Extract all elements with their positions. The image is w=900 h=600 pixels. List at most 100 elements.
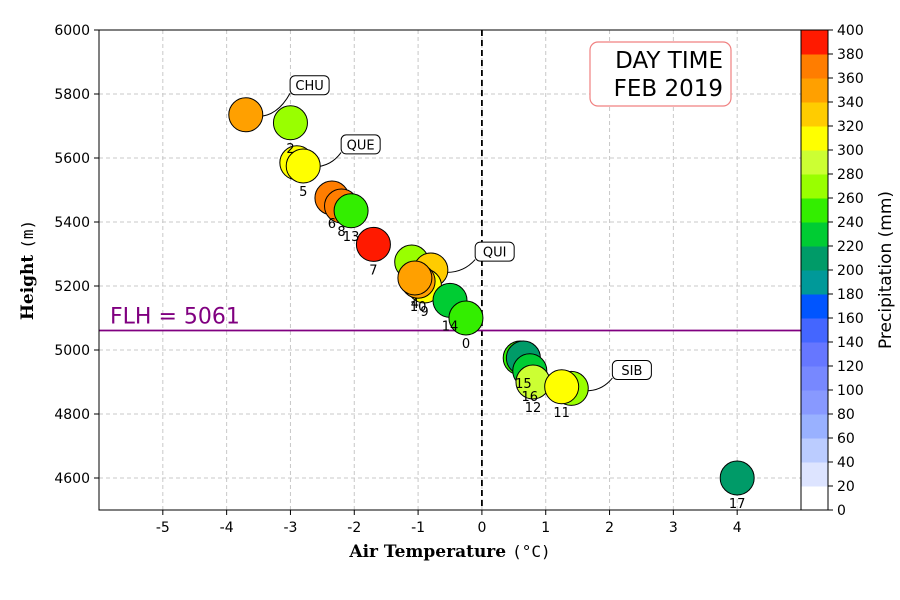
x-axis-ticks: -5 -4 -3 -2 -1 0 1 2 3 4	[156, 510, 742, 536]
x-axis-title-text: Air Temperature	[348, 542, 506, 562]
colorbar-segment	[801, 318, 828, 343]
y-tick-label: 5600	[54, 151, 90, 167]
data-point	[272, 105, 308, 141]
point-label: 17	[729, 497, 746, 512]
colorbar-tick-label: 80	[837, 407, 855, 423]
annotation-arrows	[245, 92, 613, 394]
colorbar-segment	[801, 150, 828, 175]
colorbar-tick-label: 60	[837, 431, 855, 447]
data-point	[719, 460, 755, 496]
y-tick-label: 4800	[54, 407, 90, 423]
x-tick-label: -2	[347, 520, 361, 536]
colorbar-tick-label: 340	[837, 95, 864, 111]
annotation-label: QUI	[483, 246, 507, 261]
x-axis-title: Air Temperature (°C)	[348, 542, 550, 562]
y-axis-unit: (m)	[18, 220, 37, 249]
chart-title-line-2: FEB 2019	[614, 76, 723, 102]
y-tick-label: 5400	[54, 215, 90, 231]
annotation-box	[289, 75, 330, 96]
x-tick-label: -5	[156, 520, 170, 536]
x-tick-label: 0	[477, 520, 486, 536]
colorbar-segment	[801, 462, 828, 487]
colorbar-segment	[801, 246, 828, 271]
colorbar-tick-label: 20	[837, 479, 855, 495]
colorbar-tick-label: 300	[837, 143, 864, 159]
annotation-label: QUE	[347, 138, 375, 153]
annotation-label: CHU	[295, 79, 323, 94]
colorbar-tick-label: 200	[837, 263, 864, 279]
point-label: 7	[369, 263, 377, 278]
colorbar-tick-label: 220	[837, 239, 864, 255]
colorbar-segment	[801, 198, 828, 223]
colorbar: 0 20 40 60 80 100 120 140 160 180 200 220 240 260 280 3…	[800, 23, 864, 519]
colorbar-tick-label: 0	[837, 503, 846, 519]
x-tick-label: 2	[605, 520, 614, 536]
point-label: 0	[462, 337, 470, 352]
colorbar-tick-label: 100	[837, 383, 864, 399]
colorbar-segment	[801, 390, 828, 415]
point-label: 8	[337, 225, 345, 240]
x-tick-label: 3	[669, 520, 678, 536]
colorbar-segment	[801, 270, 828, 295]
data-points	[228, 97, 755, 496]
point-label: 16	[521, 390, 538, 405]
colorbar-tick-label: 120	[837, 359, 864, 375]
y-tick-label: 5800	[54, 87, 90, 103]
colorbar-tick-label: 140	[837, 335, 864, 351]
annotation-box	[340, 134, 381, 155]
colorbar-tick-label: 380	[837, 47, 864, 63]
point-label: 5	[299, 185, 307, 200]
colorbar-tick-label: 240	[837, 215, 864, 231]
y-tick-label: 5200	[54, 279, 90, 295]
data-point	[544, 369, 580, 405]
colorbar-tick-label: 280	[837, 167, 864, 183]
colorbar-tick-label: 400	[837, 23, 864, 39]
x-tick-label: -1	[411, 520, 425, 536]
colorbar-tick-label: 160	[837, 311, 864, 327]
x-tick-label: -4	[220, 520, 234, 536]
point-label: 6	[328, 217, 336, 232]
annotation-label: SIB	[621, 364, 642, 379]
data-point	[397, 260, 433, 296]
colorbar-segment	[801, 342, 828, 367]
point-label: 11	[553, 406, 570, 421]
colorbar-segment	[801, 78, 828, 103]
colorbar-segment	[801, 486, 828, 511]
point-label: 12	[525, 401, 542, 416]
colorbar-tick-label: 320	[837, 119, 864, 135]
y-axis-ticks: 4600 4800 5000 5200 5400 5600 5800 6000	[54, 23, 99, 487]
flh-label: FLH = 5061	[110, 304, 240, 329]
point-label: 13	[343, 230, 360, 245]
colorbar-segment	[801, 222, 828, 247]
point-label: 15	[515, 377, 532, 392]
x-tick-label: -3	[283, 520, 297, 536]
y-axis-title: Height (m)	[18, 220, 38, 320]
data-point	[228, 97, 264, 133]
y-tick-label: 4600	[54, 471, 90, 487]
colorbar-segment	[801, 102, 828, 127]
y-axis-title-text: Height	[18, 255, 38, 321]
colorbar-tick-label: 260	[837, 191, 864, 207]
annotation-boxes: CHU QUE QUI SIB	[289, 75, 652, 380]
colorbar-tick-label: 180	[837, 287, 864, 303]
point-label: 4	[411, 297, 419, 312]
colorbar-segment	[801, 414, 828, 439]
x-axis-unit: (°C)	[512, 542, 551, 561]
colorbar-segment	[801, 54, 828, 79]
point-label: 2	[286, 142, 294, 157]
data-point	[333, 193, 369, 229]
reference-lines	[99, 30, 801, 510]
data-point	[285, 148, 321, 184]
chart-title-frame	[589, 41, 732, 107]
data-point	[448, 300, 484, 336]
colorbar-tick-label: 40	[837, 455, 855, 471]
data-point	[355, 226, 391, 262]
point-label: 14	[442, 319, 459, 334]
colorbar-title: Precipitation (mm)	[876, 191, 896, 349]
chart-title-line-1: DAY TIME	[615, 48, 723, 74]
colorbar-segment	[801, 174, 828, 199]
colorbar-segment	[801, 30, 828, 55]
colorbar-segment	[801, 438, 828, 463]
